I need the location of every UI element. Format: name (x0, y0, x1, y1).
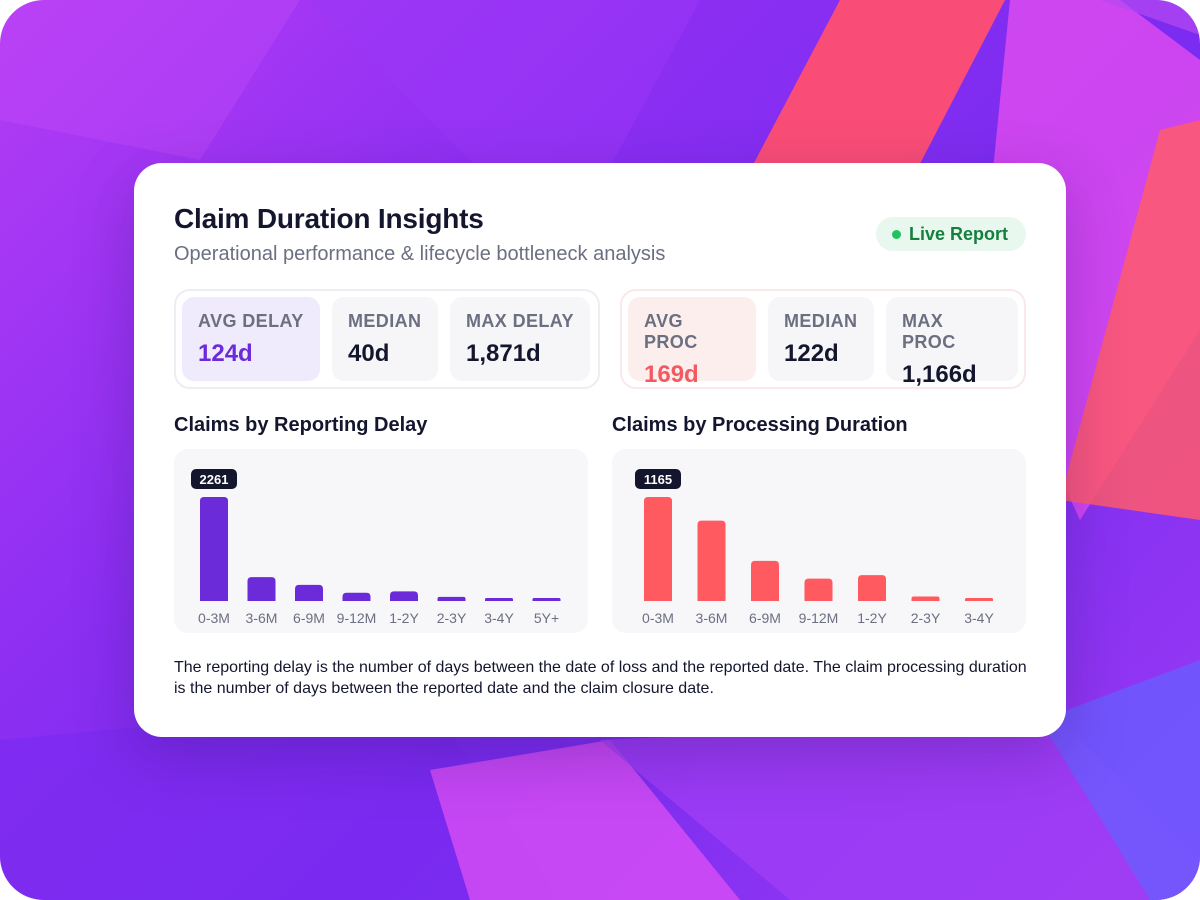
bar-2-3Y[interactable] (911, 596, 940, 601)
stat-value: 40d (348, 340, 390, 367)
stat-value: 124d (198, 340, 253, 367)
data-label-background (635, 469, 681, 489)
x-tick-label: 3-6M (246, 610, 278, 626)
bar-2-3Y[interactable] (437, 596, 466, 601)
x-tick-label: 2-3Y (437, 610, 467, 626)
stat-value: 1,166d (902, 361, 977, 388)
x-tick-label: 6-9M (749, 610, 781, 626)
insights-card: Claim Duration Insights Operational perf… (134, 163, 1066, 737)
x-tick-label: 9-12M (799, 610, 839, 626)
bar-0-3M[interactable] (200, 497, 228, 601)
stat-label: AVG DELAY (198, 311, 304, 331)
bar-3-4Y[interactable] (485, 598, 513, 601)
x-tick-label: 3-6M (696, 610, 728, 626)
stat-max-delay: MAX DELAY 1,871d (450, 297, 590, 381)
bar-1-2Y[interactable] (390, 591, 418, 601)
bar-0-3M[interactable] (644, 497, 672, 601)
live-report-label: Live Report (909, 223, 1009, 244)
reporting-delay-chart-svg: 0-3M 2261 3-6M 6-9M 9-12M 1-2Y 2-3Y 3-4Y 5Y+ (191, 469, 561, 626)
stat-label: AVG PROC (644, 311, 698, 352)
data-label-tooltip: 1165 (635, 469, 681, 489)
bar-9-12M[interactable] (804, 578, 833, 601)
data-label-background (191, 469, 237, 489)
data-label: 2261 (200, 472, 229, 487)
x-tick-label: 5Y+ (534, 610, 559, 626)
stat-label: MAX DELAY (466, 311, 574, 331)
stat-label: MEDIAN (348, 311, 422, 331)
x-tick-label: 1-2Y (857, 610, 887, 626)
live-report-badge[interactable]: Live Report (876, 217, 1027, 251)
bar-3-4Y[interactable] (965, 598, 993, 601)
x-tick-label: 2-3Y (911, 610, 941, 626)
bar-9-12M[interactable] (342, 592, 371, 601)
delay-stats-group: AVG DELAY 124d MEDIAN 40d MAX DELAY 1,87… (174, 289, 600, 389)
data-label: 1165 (644, 472, 672, 487)
reporting-delay-chart: 0-3M 2261 3-6M 6-9M 9-12M 1-2Y 2-3Y 3-4Y 5Y+ (174, 449, 588, 633)
processing-duration-chart: 0-3M 1165 3-6M 6-9M 9-12M 1-2Y 2-3Y 3-4Y (612, 449, 1026, 633)
processing-stats-group: AVG PROC 169d MEDIAN 122d MAX PROC 1,166… (620, 289, 1026, 389)
bar-6-9M[interactable] (751, 560, 779, 601)
stat-label: MAX PROC (902, 311, 956, 352)
x-tick-label: 3-4Y (964, 610, 994, 626)
stat-avg-processing: AVG PROC 169d (628, 297, 756, 388)
stat-median-processing: MEDIAN 122d (768, 297, 874, 381)
bar-3-6M[interactable] (247, 577, 276, 601)
x-tick-label: 0-3M (198, 610, 230, 626)
footnote: The reporting delay is the number of day… (174, 659, 1027, 697)
bar-1-2Y[interactable] (858, 575, 886, 601)
stat-avg-delay: AVG DELAY 124d (182, 297, 320, 381)
live-status-dot-icon (892, 229, 901, 239)
x-tick-label: 6-9M (293, 610, 325, 626)
x-tick-label: 9-12M (337, 610, 377, 626)
stat-value: 1,871d (466, 340, 541, 367)
chart-title-processing-duration: Claims by Processing Duration (612, 414, 908, 436)
bar-3-6M[interactable] (697, 520, 726, 601)
stat-value: 169d (644, 361, 699, 388)
processing-duration-chart-svg: 0-3M 1165 3-6M 6-9M 9-12M 1-2Y 2-3Y 3-4Y (635, 469, 994, 626)
bar-5Y+[interactable] (532, 598, 561, 601)
x-tick-label: 0-3M (642, 610, 674, 626)
stat-max-processing: MAX PROC 1,166d (886, 297, 1018, 388)
page-subtitle: Operational performance & lifecycle bott… (174, 243, 666, 265)
stat-label: MEDIAN (784, 311, 858, 331)
bar-6-9M[interactable] (295, 584, 323, 601)
stat-value: 122d (784, 340, 839, 367)
page-title: Claim Duration Insights (174, 203, 484, 234)
chart-title-reporting-delay: Claims by Reporting Delay (174, 414, 428, 436)
x-tick-label: 3-4Y (484, 610, 514, 626)
stat-median-delay: MEDIAN 40d (332, 297, 438, 381)
x-tick-label: 1-2Y (389, 610, 419, 626)
data-label-tooltip: 2261 (191, 469, 237, 489)
